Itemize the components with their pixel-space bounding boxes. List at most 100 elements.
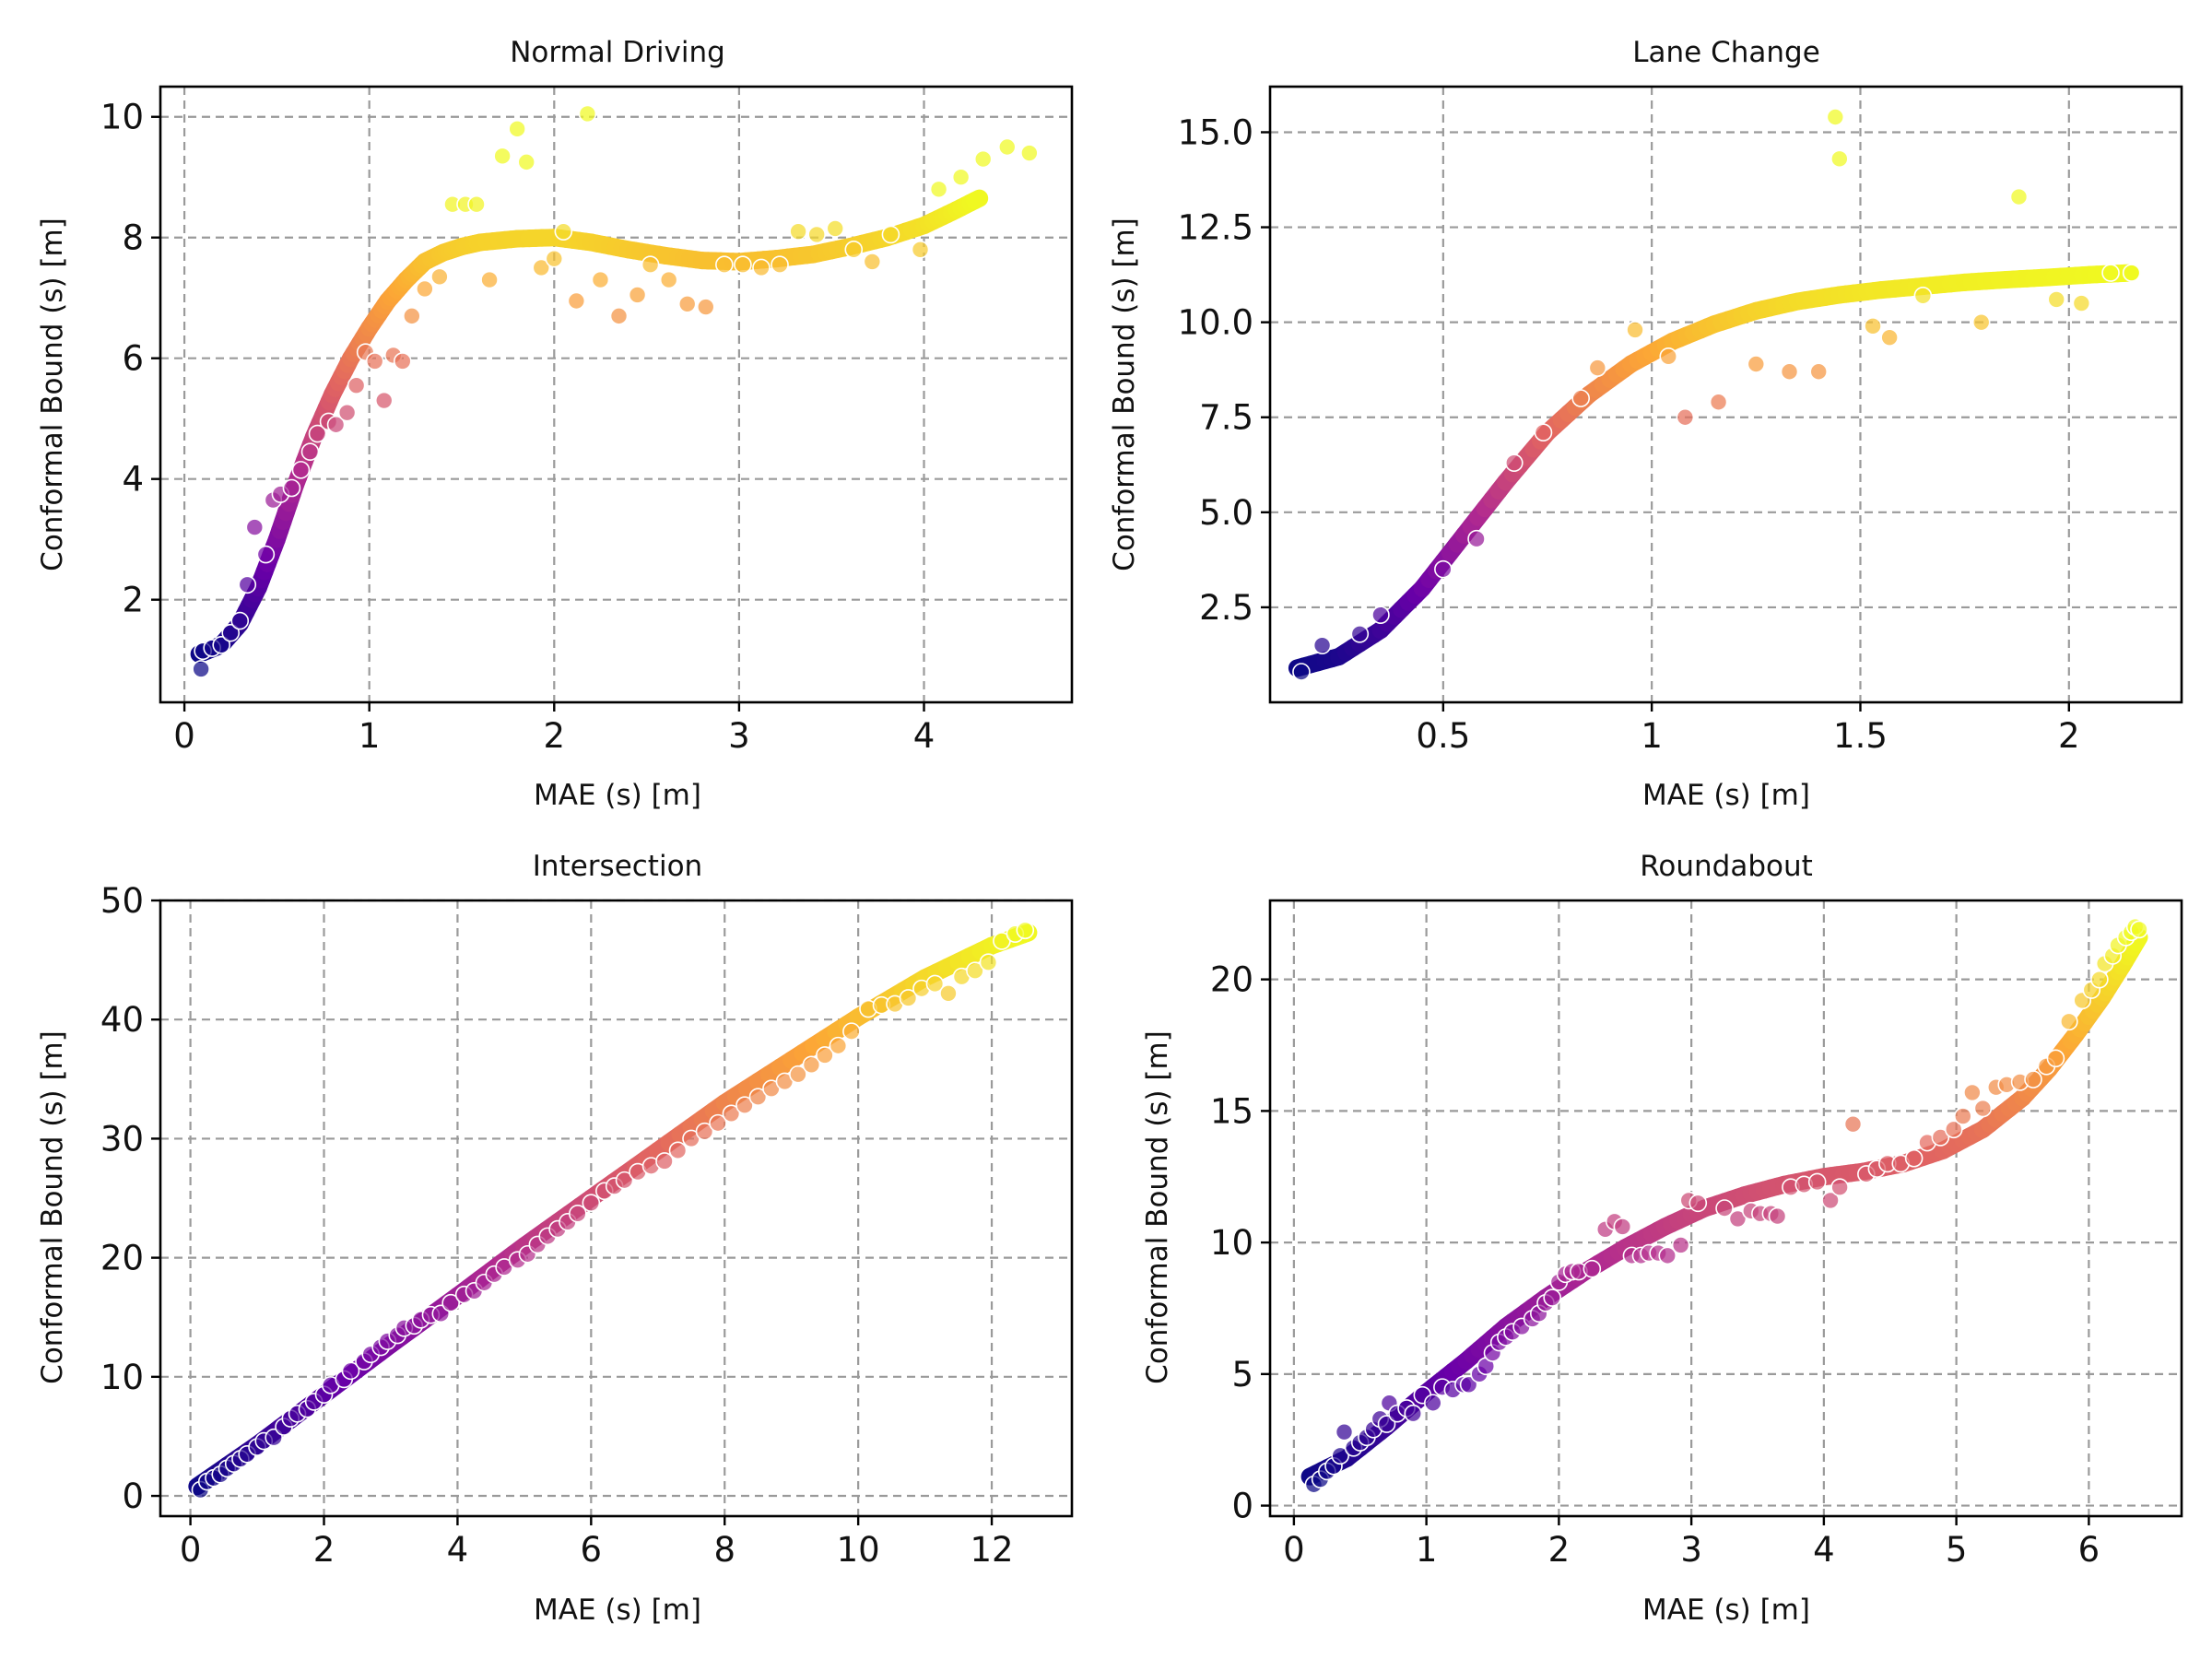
data-point bbox=[1843, 1114, 1863, 1134]
data-point bbox=[966, 961, 984, 981]
y-tick-label: 30 bbox=[100, 1119, 144, 1159]
subplot-roundabout: Roundabout MAE (s) [m] Conformal Bound (… bbox=[1141, 850, 2183, 1627]
data-point bbox=[881, 225, 900, 244]
y-tick-label: 10 bbox=[100, 98, 144, 137]
y-tick-label: 5.0 bbox=[1199, 493, 1253, 533]
data-point bbox=[715, 255, 734, 274]
data-point bbox=[1504, 453, 1524, 473]
data-point bbox=[1335, 1422, 1354, 1441]
data-point bbox=[569, 1205, 587, 1223]
data-point bbox=[842, 1022, 861, 1041]
data-point bbox=[517, 153, 536, 171]
data-point bbox=[1830, 1178, 1849, 1196]
data-point bbox=[365, 352, 384, 371]
data-point bbox=[1534, 423, 1553, 442]
y-axis-label: Conformal Bound (s) [m] bbox=[36, 218, 69, 571]
data-point bbox=[1709, 393, 1728, 412]
data-point bbox=[748, 1088, 768, 1106]
data-point bbox=[341, 1361, 360, 1381]
data-point bbox=[1864, 316, 1882, 335]
data-point bbox=[337, 403, 357, 422]
data-point bbox=[300, 442, 320, 462]
x-axis-label: MAE (s) [m] bbox=[534, 779, 701, 812]
x-tick-label: 0 bbox=[1283, 1530, 1305, 1570]
data-point bbox=[826, 219, 845, 238]
subplot-lane-change: Lane Change MAE (s) [m] Conformal Bound … bbox=[1108, 36, 2183, 812]
y-tick-label: 2.5 bbox=[1199, 588, 1253, 628]
data-point bbox=[212, 635, 231, 654]
data-point bbox=[734, 255, 752, 274]
data-point bbox=[1931, 1128, 1950, 1147]
data-point bbox=[2072, 294, 2091, 312]
data-point bbox=[2024, 1070, 2042, 1088]
y-axis-label: Conformal Bound (s) [m] bbox=[1141, 1030, 1174, 1384]
data-point bbox=[441, 1293, 460, 1312]
data-point bbox=[430, 267, 449, 287]
data-point bbox=[1747, 355, 1766, 373]
x-tick-label: 6 bbox=[581, 1530, 603, 1570]
data-point bbox=[467, 194, 486, 214]
x-tick-label: 0 bbox=[173, 716, 195, 756]
data-point bbox=[1780, 362, 1799, 382]
data-point bbox=[1467, 529, 1486, 548]
x-tick-label: 2 bbox=[2058, 716, 2080, 756]
x-tick-label: 1 bbox=[359, 716, 381, 756]
data-point bbox=[1688, 1194, 1708, 1213]
data-point bbox=[1312, 636, 1332, 654]
data-point bbox=[591, 270, 610, 289]
data-point bbox=[1809, 362, 1829, 382]
data-point bbox=[1424, 1394, 1442, 1413]
data-point bbox=[2122, 264, 2141, 282]
data-point bbox=[789, 222, 807, 241]
data-point bbox=[1963, 1083, 1982, 1102]
data-point bbox=[1371, 606, 1390, 624]
y-tick-label: 6 bbox=[122, 339, 144, 379]
data-point bbox=[979, 953, 998, 971]
data-point bbox=[1331, 1446, 1349, 1465]
data-point bbox=[807, 225, 826, 244]
data-point bbox=[2101, 264, 2120, 282]
data-point bbox=[2060, 1012, 2078, 1031]
data-point bbox=[1728, 1209, 1747, 1229]
data-point bbox=[802, 1055, 821, 1075]
x-tick-label: 12 bbox=[971, 1530, 1014, 1570]
x-tick-label: 4 bbox=[1813, 1530, 1835, 1570]
x-axis-label: MAE (s) [m] bbox=[1642, 779, 1810, 812]
scatter-points bbox=[191, 921, 1035, 1500]
data-point bbox=[374, 391, 394, 410]
data-point bbox=[582, 1194, 601, 1212]
data-point bbox=[668, 1141, 688, 1160]
y-tick-label: 4 bbox=[122, 460, 144, 500]
data-point bbox=[973, 149, 993, 169]
y-tick-label: 12.5 bbox=[1178, 208, 1253, 248]
y-tick-label: 7.5 bbox=[1199, 398, 1253, 438]
data-point bbox=[238, 575, 257, 594]
data-point bbox=[393, 352, 412, 371]
data-point bbox=[1913, 286, 1933, 305]
data-point bbox=[291, 461, 311, 479]
y-tick-label: 10 bbox=[1210, 1223, 1253, 1263]
data-point bbox=[2130, 920, 2148, 939]
data-point bbox=[578, 104, 597, 124]
data-point bbox=[1826, 108, 1845, 126]
y-tick-label: 10 bbox=[100, 1358, 144, 1397]
y-tick-label: 0 bbox=[1231, 1487, 1253, 1526]
data-point bbox=[641, 255, 660, 274]
data-point bbox=[816, 1046, 834, 1065]
data-point bbox=[1944, 1120, 1963, 1139]
data-point bbox=[1659, 347, 1678, 366]
data-point bbox=[554, 222, 573, 241]
data-point bbox=[508, 120, 526, 138]
data-point bbox=[1292, 663, 1311, 681]
x-tick-label: 4 bbox=[447, 1530, 469, 1570]
data-point bbox=[1880, 328, 1899, 347]
data-point bbox=[245, 518, 265, 536]
trend-segment bbox=[966, 189, 989, 210]
x-tick-label: 3 bbox=[728, 716, 750, 756]
x-axis-label: MAE (s) [m] bbox=[1642, 1594, 1810, 1627]
x-tick-label: 0 bbox=[180, 1530, 202, 1570]
data-point bbox=[1807, 1172, 1827, 1192]
data-point bbox=[829, 1036, 848, 1055]
y-tick-label: 8 bbox=[122, 218, 144, 258]
